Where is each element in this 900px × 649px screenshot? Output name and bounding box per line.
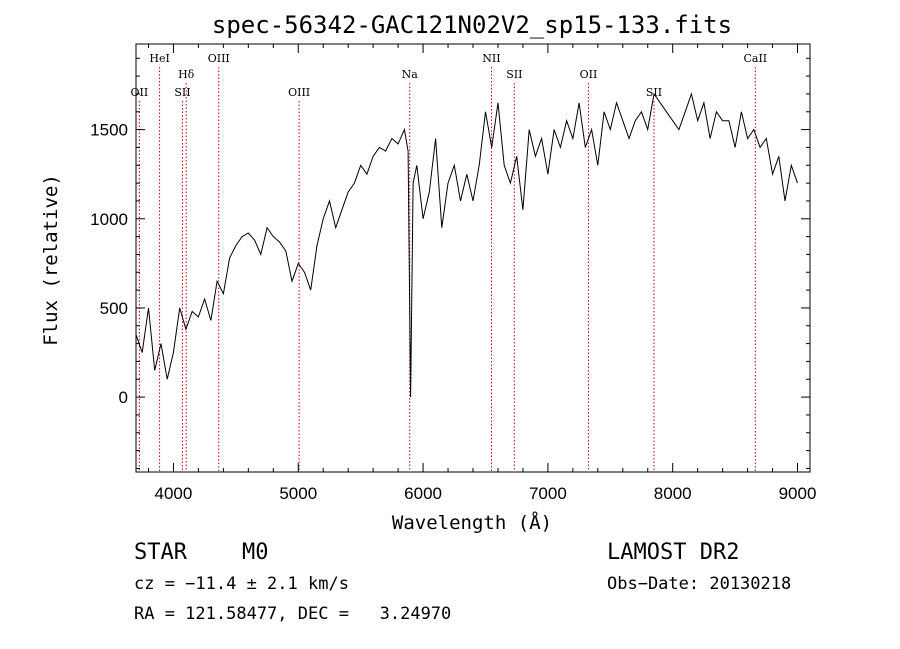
axis-ticks: 4000 5000 6000 7000 8000 9000 0 500 1000 1500 — [90, 44, 816, 503]
plot-frame — [135, 43, 811, 473]
line-markers: OII HeI Hδ SII OIII OIII Na NII SII OII SII CaII — [131, 52, 767, 472]
line-marker-label: Hδ — [178, 68, 195, 81]
x-tick-label: 7000 — [529, 484, 567, 503]
line-marker-label: OIII — [208, 52, 230, 65]
object-subclass: M0 — [242, 540, 269, 565]
observation-date: Obs−Date: 20130218 — [607, 574, 792, 594]
y-tick-label: 1000 — [90, 210, 128, 229]
y-tick-label: 1500 — [90, 121, 128, 140]
line-marker-label: OII — [580, 68, 598, 81]
line-marker-label: SII — [506, 68, 522, 81]
line-marker-label: OII — [131, 86, 149, 99]
line-marker-label: Na — [402, 68, 419, 81]
line-marker-label: NII — [482, 52, 500, 65]
line-marker-label: CaII — [743, 52, 767, 65]
line-marker-label: SII — [174, 86, 190, 99]
line-marker-label: SII — [646, 86, 662, 99]
x-axis-label: Wavelength (Å) — [392, 511, 552, 534]
coordinates-line: RA = 121.58477, DEC = 3.24970 — [134, 604, 452, 624]
y-tick-label: 500 — [100, 299, 128, 318]
x-tick-label: 5000 — [279, 484, 317, 503]
redshift-line: cz = −11.4 ± 2.1 km/s — [134, 574, 349, 594]
spectrum-line — [135, 92, 798, 398]
spectrum-series — [135, 92, 798, 398]
chart-title: spec-56342-GAC121N02V2_sp15-133.fits — [212, 11, 732, 39]
y-axis-label: Flux (relative) — [40, 174, 62, 346]
x-tick-label: 4000 — [155, 484, 193, 503]
object-class: STAR — [134, 540, 187, 565]
line-marker-label: HeI — [149, 52, 169, 65]
x-tick-label: 6000 — [404, 484, 442, 503]
survey-name: LAMOST DR2 — [607, 540, 740, 565]
x-tick-label: 9000 — [779, 484, 817, 503]
y-tick-label: 0 — [119, 388, 128, 407]
x-tick-label: 8000 — [654, 484, 692, 503]
line-marker-label: OIII — [288, 86, 310, 99]
